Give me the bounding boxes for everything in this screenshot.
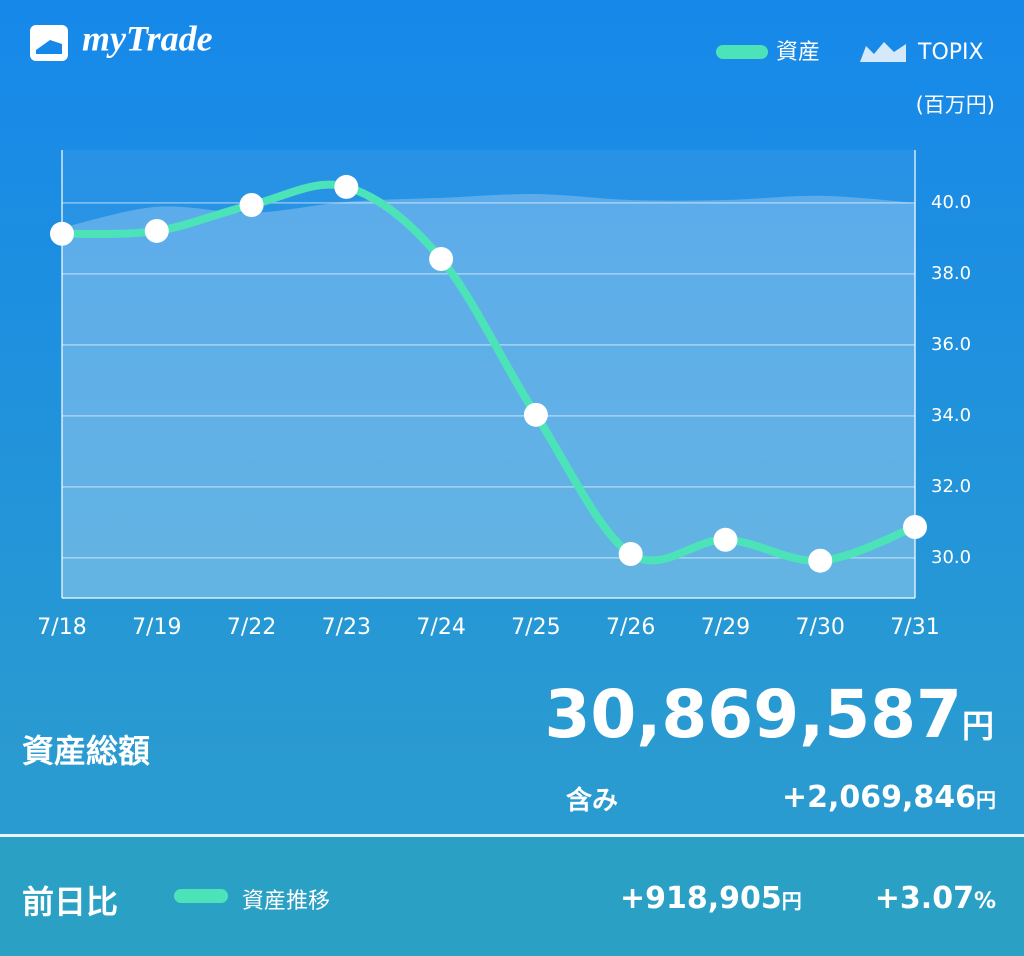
asset-point <box>713 527 738 552</box>
asset-point <box>429 246 454 271</box>
total: 30,869,587円 <box>544 676 994 753</box>
change-pct: +3.07% <box>875 881 996 916</box>
divider <box>0 834 1024 837</box>
gain-label: 含み <box>566 786 619 816</box>
y-tick-label: 40.0 <box>931 192 971 213</box>
total-value: 30,869,587 <box>544 676 962 753</box>
x-tick-label: 7/26 <box>606 615 655 640</box>
logo-mark <box>36 40 62 54</box>
asset-point <box>523 402 548 427</box>
legend-label: TOPIX <box>917 40 984 65</box>
gain: +2,069,846円 <box>782 780 996 815</box>
gain-unit: 円 <box>976 788 996 812</box>
legend-swatch <box>860 42 906 62</box>
app-title: myTrade <box>82 18 213 58</box>
x-tick-label: 7/23 <box>322 615 371 640</box>
x-tick-label: 7/29 <box>701 615 750 640</box>
footer-swatch <box>174 889 228 903</box>
chart: myTrade 資産 TOPIX (百万円) 30.0 32.0 34.0 36.0 3… <box>30 18 995 640</box>
topix-area <box>62 193 915 598</box>
y-tick-label: 36.0 <box>931 334 971 355</box>
pct-value: +3.07 <box>874 881 974 916</box>
x-tick-label: 7/30 <box>796 615 845 640</box>
change: +918,905円 <box>620 881 802 916</box>
total-unit: 円 <box>961 707 994 745</box>
asset-point <box>903 515 927 540</box>
asset-point <box>144 218 169 243</box>
y-tick-label: 38.0 <box>931 263 971 284</box>
x-tick-label: 7/19 <box>132 615 181 640</box>
x-tick-label: 7/22 <box>227 615 276 640</box>
footer-label: 前日比 <box>22 883 119 921</box>
x-tick-label: 7/18 <box>37 615 86 640</box>
x-tick-label: 7/31 <box>890 615 939 640</box>
asset-point <box>334 174 359 199</box>
asset-point <box>618 541 643 566</box>
total-label: 資産総額 <box>22 732 151 770</box>
asset-point <box>50 221 74 246</box>
logo: myTrade <box>30 18 213 61</box>
asset-line <box>58 180 919 565</box>
asset-point <box>239 193 264 218</box>
plot-area <box>62 150 915 598</box>
gain-value: +2,069,846 <box>781 780 976 815</box>
x-tick-label: 7/25 <box>511 615 560 640</box>
y-tick-label: 34.0 <box>931 405 971 426</box>
legend-swatch <box>716 45 768 59</box>
x-tick-label: 7/24 <box>416 615 465 640</box>
change-unit: 円 <box>781 889 802 913</box>
legend-label: 資産 <box>776 40 820 65</box>
footer-legend: 資産推移 <box>242 889 331 914</box>
y-tick-label: 30.0 <box>931 547 971 568</box>
unit-label: (百万円) <box>916 93 995 117</box>
asset-point <box>808 548 833 573</box>
change-value: +918,905 <box>620 881 782 916</box>
pct-unit: % <box>973 889 996 914</box>
y-tick-label: 32.0 <box>931 476 971 497</box>
footer: 前日比 資産推移 +918,905円 +3.07% <box>0 837 1024 956</box>
